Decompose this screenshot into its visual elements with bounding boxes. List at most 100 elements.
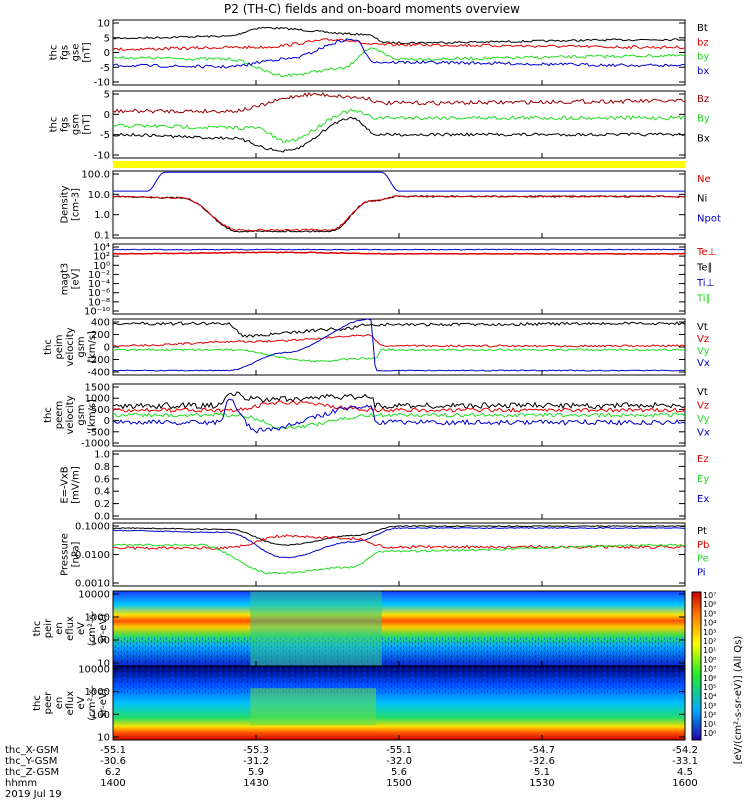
- series-Vz: [112, 400, 686, 413]
- colorbar-tick: 10⁵: [703, 609, 716, 618]
- y-tick-label: 0.4: [94, 487, 110, 498]
- panel-density: 100.0 10.0 1.0 0.1 Density[cm-3] Ne Ni Npot: [60, 170, 721, 242]
- colorbar-tick: 10³: [703, 628, 716, 637]
- y-tick-label: -1000: [81, 439, 110, 450]
- legend-Npot: Npot: [697, 213, 721, 224]
- colorbar-tick: 10⁰: [703, 729, 716, 738]
- xaxis-value: 5.1: [534, 767, 550, 778]
- series-Pe: [112, 543, 686, 575]
- series-Vx: [112, 398, 686, 434]
- panel-frame: [112, 450, 686, 520]
- y-tick-label: 10²: [93, 252, 110, 263]
- legend-Pb: Pb: [697, 540, 709, 551]
- y-tick-label: 0.0010: [75, 579, 110, 590]
- colorbar: [691, 591, 702, 741]
- panel-frame: [112, 318, 686, 376]
- y-axis-label: Pressure[nPa]: [60, 533, 82, 576]
- y-axis-label: magt3[eV]: [60, 263, 82, 296]
- y-axis-label-line: peir: [43, 618, 54, 638]
- y-axis-label-line: (cm²-s-: [87, 685, 98, 721]
- y-tick-label: 1000: [85, 394, 110, 405]
- y-tick-label: 10⁻⁴: [88, 279, 110, 290]
- y-axis-label-line: [nT]: [82, 42, 93, 62]
- y-tick-label: 100: [91, 636, 110, 647]
- y-tick-label: 0.1: [94, 231, 110, 242]
- series-Vy: [112, 412, 686, 430]
- y-tick-label: 0: [104, 110, 110, 121]
- y-tick-label: 10⁴: [93, 243, 110, 254]
- legend-Vt: Vt: [697, 387, 708, 398]
- y-axis-label-line: eV: [76, 622, 87, 635]
- y-tick-label: 10000: [78, 665, 110, 676]
- y-tick-label: 1500: [85, 383, 110, 394]
- y-tick-label: 10.0: [88, 190, 110, 201]
- panel-frame: [112, 19, 686, 86]
- legend-Vy: Vy: [697, 414, 710, 425]
- y-axis-label-line: velocity: [65, 327, 76, 366]
- xaxis-value: -55.3: [243, 745, 269, 756]
- y-axis-label-line: fgs: [60, 117, 71, 132]
- y-tick-label: -200: [87, 355, 110, 366]
- y-tick-label: 100: [91, 710, 110, 721]
- series-Vt: [112, 391, 686, 410]
- colorbar-tick: 10⁶: [703, 674, 716, 683]
- legend-Vz: Vz: [697, 334, 709, 345]
- legend-By: By: [697, 114, 710, 125]
- xaxis-row-label: hhmm: [5, 778, 37, 789]
- colorbar-tick: 10⁰: [703, 655, 716, 664]
- mode-bar: [113, 161, 685, 168]
- y-axis-label-line: [km/s]: [87, 399, 98, 431]
- y-tick-label: 10: [97, 733, 110, 744]
- legend-Bx: Bx: [697, 133, 710, 144]
- y-tick-label: -10: [94, 78, 110, 89]
- y-tick-label: 1.0: [94, 450, 110, 461]
- colorbar-tick: 10⁷: [703, 665, 716, 674]
- colorbar-tick: 10¹: [703, 646, 716, 655]
- legend-by: by: [697, 52, 709, 63]
- series-Te: [112, 251, 686, 255]
- panel-peir-spec: 10000 1000 100 10 thcpeirenefluxeV(cm²-s-sr-…: [32, 590, 686, 670]
- legend-Vx: Vx: [697, 428, 710, 439]
- y-axis-label: thcpeimvelocitygsm[km/s]: [43, 327, 98, 366]
- legend-Pi: Pi: [697, 567, 706, 578]
- legend-Ti⊥: Ti⊥: [696, 278, 714, 289]
- y-tick-label: 0.0: [94, 512, 110, 523]
- panel-efield: 1.00.80.6 0.40.2 0.0 E=-VxB[mV/m] Ez Ey Ex: [60, 450, 710, 523]
- y-axis-label-line: en: [54, 622, 65, 635]
- legend-Te∥: Te∥: [696, 263, 713, 274]
- y-tick-label: 0.1000: [75, 522, 110, 533]
- y-axis-label-line: peem: [54, 401, 65, 429]
- series-Pb: [112, 534, 686, 551]
- series-Vt: [112, 321, 686, 338]
- legend-Ne: Ne: [697, 174, 711, 185]
- spectrogram-gap: [250, 591, 382, 666]
- series-bx: [112, 38, 686, 69]
- y-axis-label: thcfgsgsm[nT]: [49, 114, 93, 135]
- y-axis-label-line: sr-eV): [98, 614, 109, 643]
- legend-Pt: Pt: [697, 526, 707, 537]
- y-axis-label-line: gsm: [71, 114, 82, 135]
- plot-title: P2 (TH-C) fields and on-board moments ov…: [224, 2, 520, 16]
- panel-pressure: 0.1000 0.0100 0.0010 Pressure[nPa] Pt Pb Pe Pi: [60, 522, 710, 590]
- y-axis-label: thcpeirenefluxeV(cm²-s-sr-eV): [32, 610, 109, 646]
- y-tick-label: 10: [97, 19, 110, 30]
- y-axis-label: thcpeemvelocitygsm[km/s]: [43, 395, 98, 434]
- colorbar-tick: 10⁵: [703, 683, 716, 692]
- xaxis-value: 6.2: [105, 767, 121, 778]
- y-tick-label: 0.0100: [75, 550, 110, 561]
- y-axis-label: E=-VxB[mV/m]: [60, 466, 82, 504]
- xaxis-value: 1430: [243, 778, 268, 789]
- legend-Vx: Vx: [697, 358, 710, 369]
- series-Vx: [112, 318, 686, 372]
- y-axis-label-line: thc: [32, 695, 43, 711]
- colorbar-tick: 10³: [703, 701, 716, 710]
- legend-Vy: Vy: [697, 346, 710, 357]
- y-tick-label: 10⁻⁸: [88, 297, 110, 308]
- colorbar-label: [eV/(cm²-s-sr-eV)] (All Qs): [733, 636, 744, 765]
- colorbar-tick: 10⁴: [703, 619, 716, 628]
- colorbar-tick: 10⁷: [703, 591, 716, 600]
- colorbar-tick: 10¹: [703, 720, 716, 729]
- y-tick-label: -10: [94, 151, 110, 162]
- y-axis-label-line: [nT]: [82, 114, 93, 134]
- xaxis-value: -55.1: [100, 745, 126, 756]
